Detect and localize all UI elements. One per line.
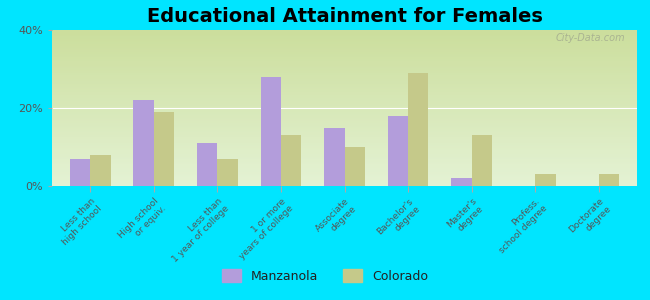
Bar	[344, 147, 365, 186]
Bar	[388, 116, 408, 186]
Title: Educational Attainment for Females: Educational Attainment for Females	[146, 7, 543, 26]
Bar	[472, 135, 492, 186]
Bar	[197, 143, 217, 186]
Bar	[217, 159, 238, 186]
Text: City-Data.com: City-Data.com	[556, 33, 625, 43]
Bar	[324, 128, 345, 186]
Bar	[281, 135, 301, 186]
Bar	[261, 77, 281, 186]
Bar	[70, 159, 90, 186]
Bar	[535, 174, 556, 186]
Bar	[451, 178, 472, 186]
Bar	[90, 155, 110, 186]
Bar	[154, 112, 174, 186]
Bar	[133, 100, 154, 186]
Bar	[408, 73, 428, 186]
Bar	[599, 174, 619, 186]
Legend: Manzanola, Colorado: Manzanola, Colorado	[217, 264, 433, 288]
